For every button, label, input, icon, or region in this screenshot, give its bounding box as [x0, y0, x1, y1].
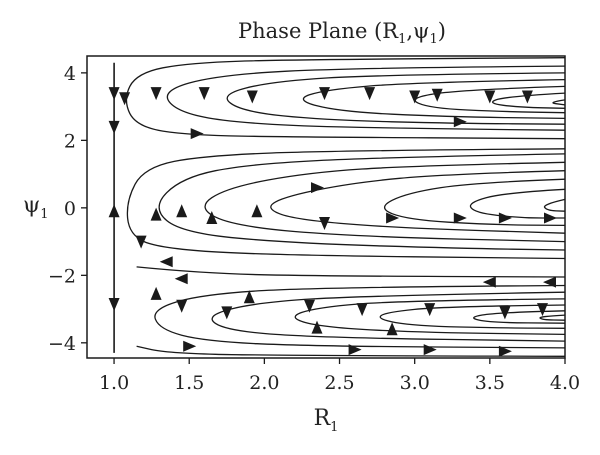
y-tick-label: 0: [64, 198, 76, 220]
flow-arrow: [499, 306, 511, 320]
streamline: [469, 188, 566, 219]
streamline: [539, 314, 566, 321]
flow-arrow: [198, 87, 210, 101]
flow-arrow: [176, 204, 188, 218]
streamline: [166, 65, 566, 131]
x-tick-label: 3.5: [475, 372, 505, 394]
x-tick-label: 2.5: [324, 372, 354, 394]
flow-arrow: [498, 345, 512, 357]
y-axis-label: ψ1: [23, 193, 49, 222]
flow-arrow: [150, 286, 162, 300]
flow-arrow: [311, 320, 323, 334]
streamline: [154, 284, 566, 349]
streamline: [294, 298, 566, 336]
flow-arrow: [311, 182, 324, 194]
streamline: [204, 161, 566, 243]
streamlines: [113, 57, 566, 357]
flow-arrow: [108, 87, 120, 101]
flow-arrow: [150, 87, 162, 101]
x-tick-label: 2.0: [249, 372, 279, 394]
flow-arrow: [482, 276, 496, 288]
flow-arrow: [206, 211, 218, 224]
flow-arrow: [453, 212, 467, 224]
streamline: [552, 99, 566, 106]
y-tick-label: 2: [64, 130, 76, 152]
flow-arrow: [108, 298, 120, 311]
streamline: [136, 266, 566, 278]
streamline: [302, 78, 566, 120]
streamline: [158, 153, 566, 251]
y-axis-ticks: 4 2 0 −2 −4: [48, 63, 87, 355]
flow-arrow: [319, 87, 330, 101]
flow-arrow: [108, 120, 120, 134]
streamline: [226, 72, 566, 125]
flow-arrow: [176, 299, 188, 313]
streamline: [414, 85, 566, 114]
flow-arrow: [543, 276, 556, 288]
flow-arrow: [304, 299, 315, 313]
y-tick-label: −4: [48, 333, 76, 355]
flow-arrow: [453, 116, 467, 128]
streamline: [126, 148, 566, 260]
plot-frame: [86, 55, 566, 359]
flow-arrow: [386, 322, 398, 336]
flow-arrow: [431, 88, 443, 102]
flow-arrow: [221, 306, 233, 320]
streamline: [136, 345, 566, 357]
flow-arrow: [423, 344, 437, 356]
flow-arrow: [174, 273, 188, 285]
flow-arrow: [409, 90, 421, 104]
flow-arrow: [498, 212, 512, 224]
x-tick-label: 3.0: [400, 372, 430, 394]
streamline: [379, 304, 566, 329]
x-axis-label: R1: [314, 406, 339, 435]
flow-arrow: [364, 87, 376, 101]
flow-arrow: [190, 128, 204, 140]
streamline: [473, 310, 566, 324]
streamline: [270, 170, 566, 234]
flow-arrow: [484, 90, 496, 104]
flow-arrow: [243, 290, 255, 304]
flow-arrow: [135, 235, 147, 249]
chart-title: Phase Plane (R1,ψ1): [238, 19, 446, 47]
streamline: [211, 291, 566, 342]
flow-arrow: [246, 90, 258, 104]
x-tick-label: 1.0: [99, 372, 129, 394]
flow-arrow: [150, 207, 162, 221]
flow-arrow: [183, 340, 197, 352]
flow-arrow: [159, 256, 173, 268]
y-tick-label: 4: [64, 63, 76, 85]
flow-arrow: [424, 303, 436, 317]
flow-arrow: [108, 204, 120, 218]
flow-arrow: [119, 92, 131, 106]
flow-arrow: [521, 90, 533, 104]
streamline: [492, 92, 566, 109]
x-tick-label: 1.5: [174, 372, 204, 394]
flow-arrow: [356, 303, 368, 317]
streamline: [383, 178, 566, 227]
x-tick-label: 4.0: [550, 372, 580, 394]
flow-arrow: [537, 303, 548, 317]
flow-arrow: [319, 217, 330, 230]
flow-arrow: [386, 212, 400, 224]
flow-arrow: [544, 212, 557, 224]
x-axis-ticks: 1.0 1.5 2.0 2.5 3.0 3.5 4.0: [99, 358, 580, 394]
streamline: [543, 198, 566, 212]
flow-arrow: [251, 204, 263, 218]
y-tick-label: −2: [48, 265, 76, 287]
flow-arrow: [348, 344, 362, 356]
flow-arrows: [108, 87, 557, 357]
